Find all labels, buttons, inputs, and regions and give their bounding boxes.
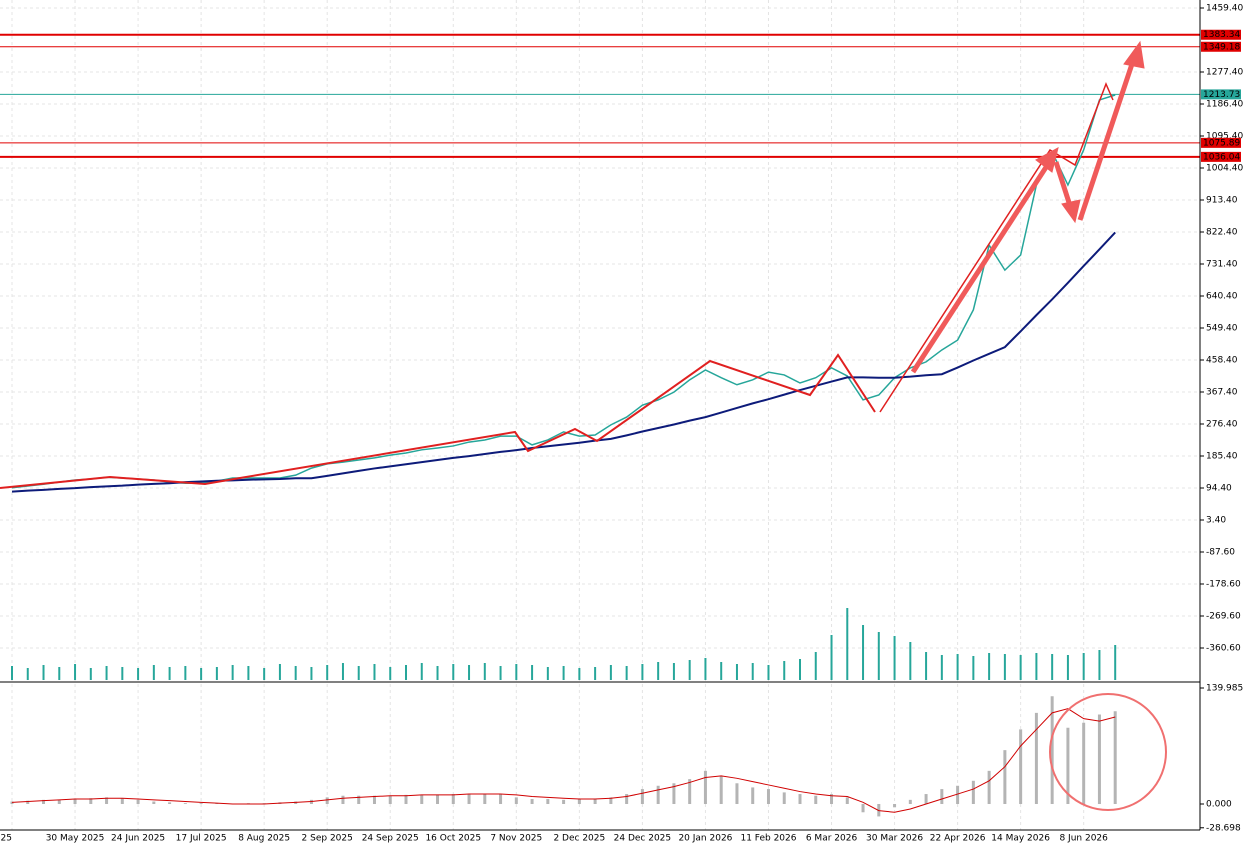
arrow [1077, 57, 1137, 221]
x-tick-label: 22 Apr 2026 [930, 834, 986, 844]
level-label: 1349.18 [1203, 42, 1240, 52]
x-tick-label: 2025 [0, 834, 12, 844]
y-tick-label: -178.60 [1206, 580, 1241, 590]
y-tick-label: 94.40 [1206, 484, 1232, 494]
y-tick-label: 458.40 [1206, 356, 1238, 366]
x-tick-label: 6 Mar 2026 [806, 834, 858, 844]
x-tick-label: 24 Sep 2025 [362, 834, 419, 844]
arrow-head [1035, 147, 1059, 173]
level-label-box [1201, 137, 1241, 148]
oscillator-panel [10, 696, 1117, 817]
y-tick-label: -87.60 [1206, 548, 1235, 558]
level-label-box [1201, 29, 1241, 40]
x-tick-label: 7 Nov 2025 [490, 834, 542, 844]
y-tick-label: 1277.40 [1206, 68, 1243, 78]
x-tick-label: 8 Jun 2026 [1059, 834, 1108, 844]
level-label: 1036.04 [1203, 152, 1240, 162]
highlight-circle [1049, 693, 1167, 811]
x-tick-label: 24 Jun 2025 [111, 834, 165, 844]
trend-line [879, 82, 1114, 413]
y-tick-label: 549.40 [1206, 324, 1238, 334]
x-tick-label: 30 May 2025 [46, 834, 105, 844]
y-tick-label: 0.000 [1206, 799, 1232, 809]
x-tick-label: 16 Oct 2025 [425, 834, 481, 844]
level-label: 1383.34 [1203, 30, 1240, 40]
x-tick-label: 11 Feb 2026 [740, 834, 796, 844]
y-tick-label: 185.40 [1206, 452, 1238, 462]
y-tick-label: 367.40 [1206, 388, 1238, 398]
x-tick-label: 20 Jan 2026 [678, 834, 732, 844]
arrow-head [1123, 40, 1145, 69]
y-tick-label: 731.40 [1206, 260, 1238, 270]
arrow-head [1061, 199, 1081, 224]
y-tick-label: 3.40 [1206, 516, 1226, 526]
grid [0, 0, 1200, 830]
y-tick-label: -28.698 [1206, 823, 1241, 833]
signal-line [11, 708, 1116, 813]
x-tick-label: 2 Dec 2025 [553, 834, 605, 844]
y-tick-label: 1186.40 [1206, 100, 1243, 110]
y-tick-label: 913.40 [1206, 196, 1238, 206]
y-tick-label: -269.60 [1206, 612, 1241, 622]
y-tick-label: 276.40 [1206, 420, 1238, 430]
axis-labels: 1459.40 1277.40 1186.40 1095.40 1004.40 913.4… [0, 4, 1243, 844]
x-tick-label: 24 Dec 2025 [614, 834, 672, 844]
level-label: 1213.73 [1203, 90, 1240, 100]
y-tick-label: 1004.40 [1206, 164, 1243, 174]
x-tick-label: 17 Jul 2025 [176, 834, 227, 844]
moving-average [11, 231, 1116, 493]
x-tick-label: 30 Mar 2026 [866, 834, 923, 844]
level-label-box [1201, 41, 1241, 52]
y-tick-label: 640.40 [1206, 292, 1238, 302]
level-label-box [1201, 89, 1241, 100]
level-label-box [1201, 151, 1241, 162]
zigzag-line [0, 353, 876, 489]
y-tick-label: 139.985 [1206, 683, 1243, 693]
y-tick-label: 1095.40 [1206, 132, 1243, 142]
level-label: 1075.89 [1203, 138, 1240, 148]
x-tick-label: 14 May 2026 [991, 834, 1050, 844]
x-tick-label: 8 Aug 2025 [238, 834, 290, 844]
main-panel [0, 33, 1200, 680]
y-tick-label: 1459.40 [1206, 4, 1243, 14]
arrows [910, 40, 1145, 374]
y-tick-label: -360.60 [1206, 644, 1241, 654]
arrow [910, 156, 1055, 374]
y-tick-label: 822.40 [1206, 228, 1238, 238]
x-tick-label: 2 Sep 2025 [302, 834, 353, 844]
